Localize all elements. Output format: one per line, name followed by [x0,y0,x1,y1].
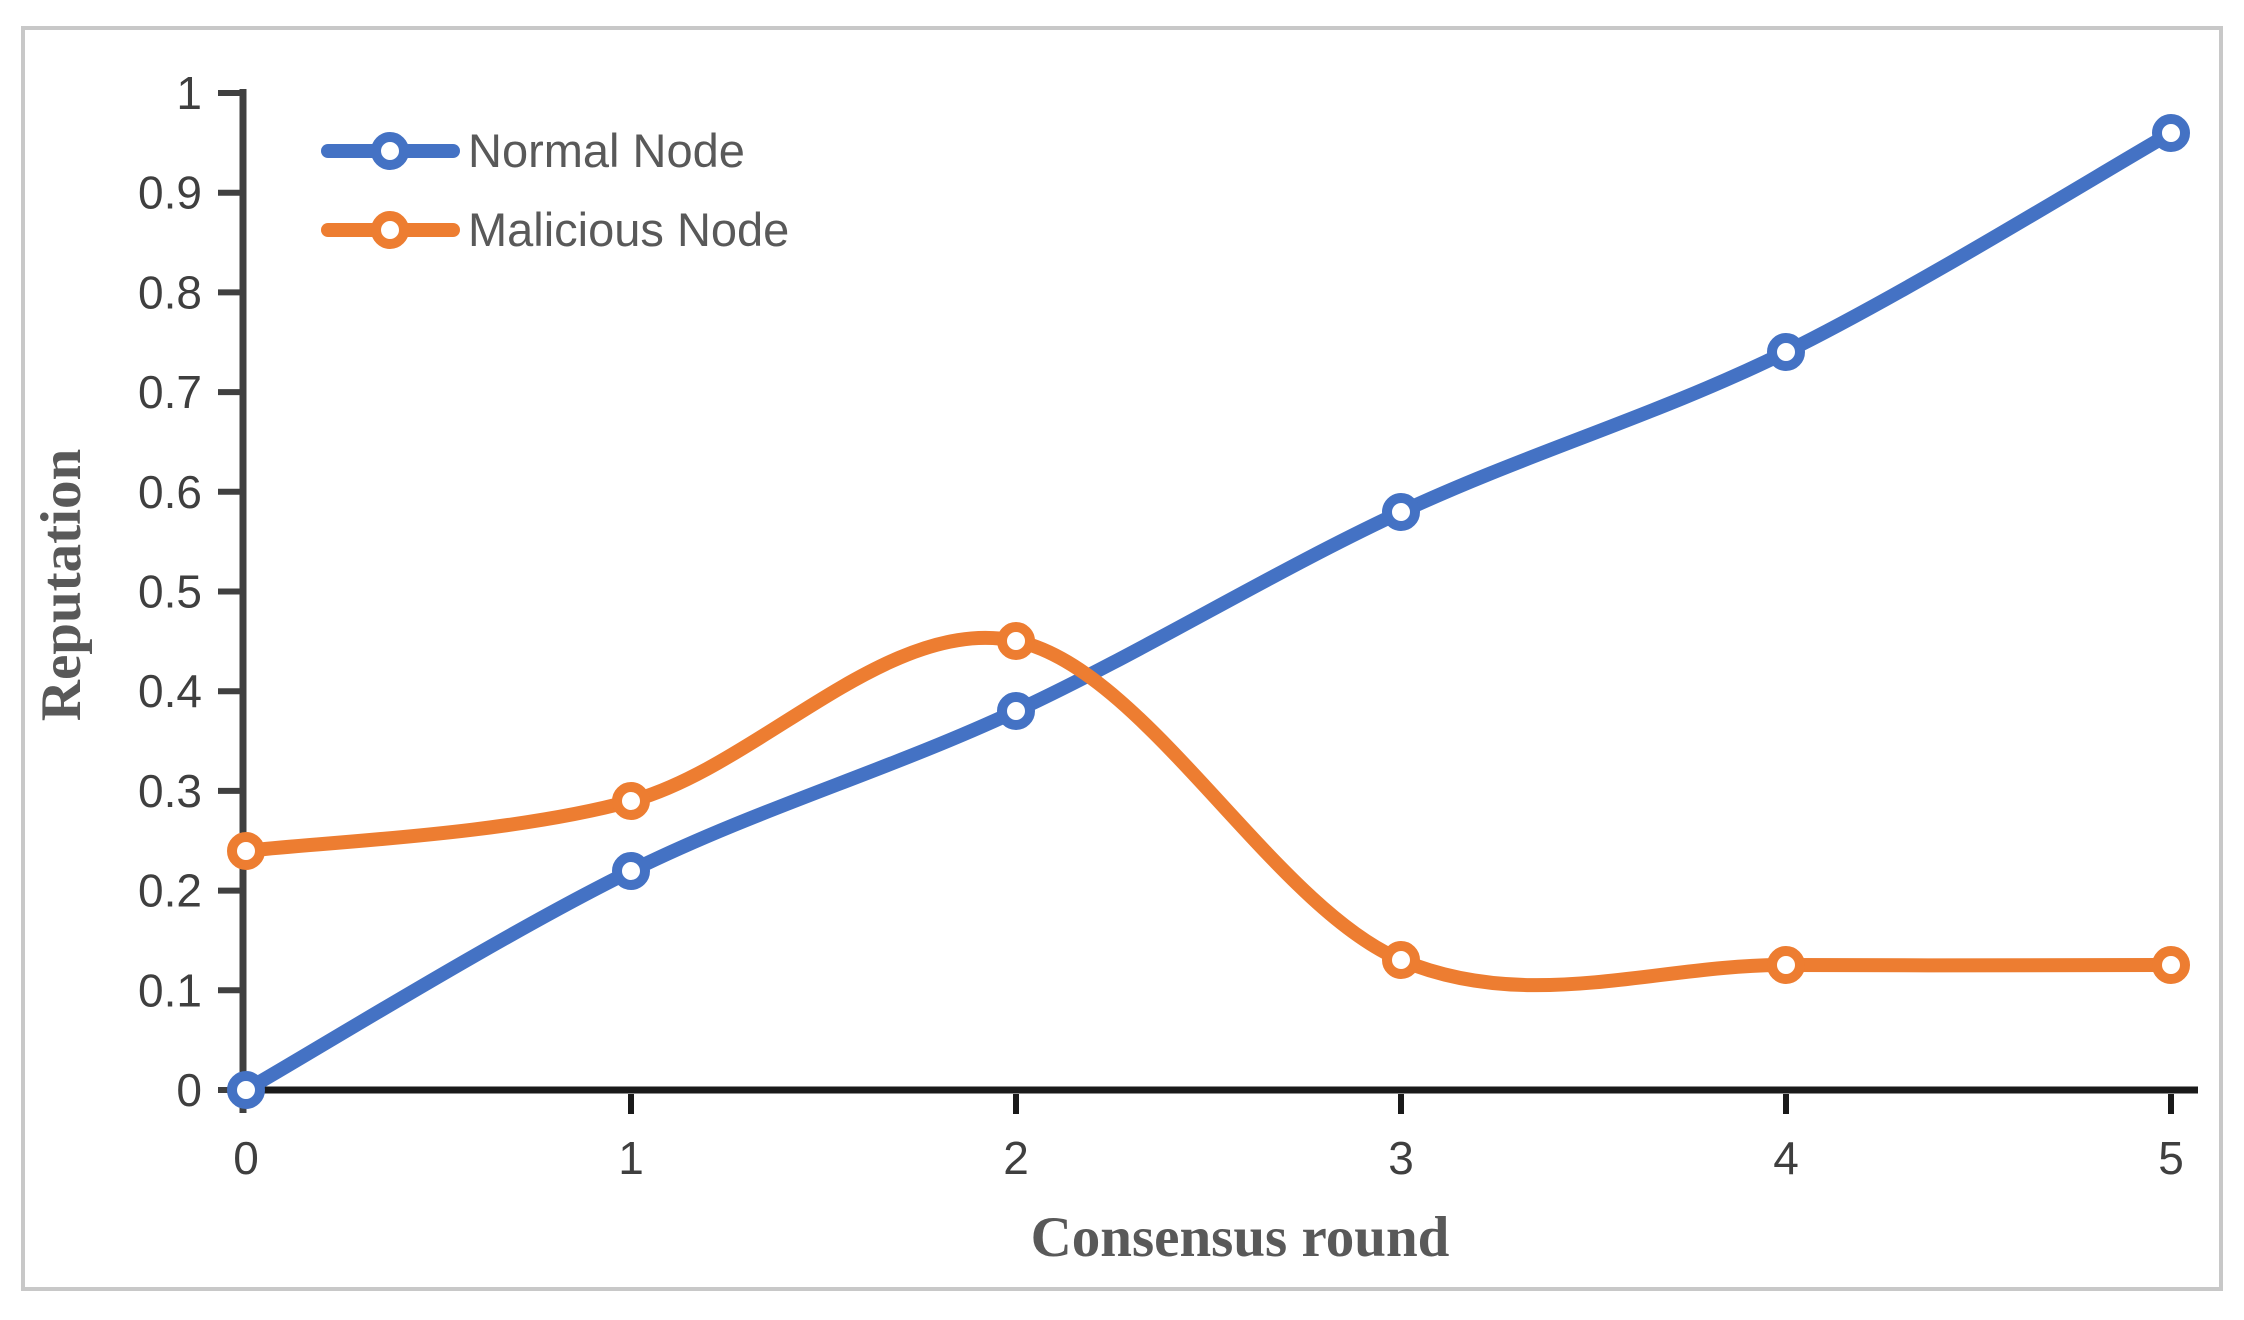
legend-marker [371,132,409,170]
x-tick-label: 1 [618,1132,644,1184]
x-tick-label-group: 0 1 2 3 4 5 [233,1132,2184,1184]
y-tick-label: 0.2 [138,865,202,917]
y-tick-label: 0.4 [138,665,202,717]
y-tick-label: 0.1 [138,964,202,1016]
legend-label: Normal Node [468,124,745,177]
y-tick-label: 0.8 [138,266,202,318]
data-point-marker [612,852,650,890]
y-tick-label: 0.5 [138,566,202,618]
x-tick-label: 5 [2158,1132,2184,1184]
x-tick-label: 0 [233,1132,259,1184]
data-point-marker [997,692,1035,730]
y-axis-title: Reputation [30,449,93,721]
x-axis: 0 1 2 3 4 5 Consensus round [233,1086,2198,1269]
data-point-marker [612,782,650,820]
data-point-marker [1767,333,1805,371]
legend-label: Malicious Node [468,203,789,256]
data-point-marker [227,832,265,870]
data-point-marker [1382,493,1420,531]
y-axis: 0 0.1 0.2 0.3 0.4 0.5 0.6 0.7 0.8 0.9 1 Reputation [30,67,247,1116]
y-tick-group [218,90,243,1093]
y-tick-label: 0.3 [138,765,202,817]
y-tick-label: 0 [176,1064,202,1116]
data-point-marker [2152,946,2190,984]
data-point-marker [2152,114,2190,152]
y-tick-label: 1 [176,67,202,119]
series-line-normal-node [239,126,2178,1097]
y-tick-label-group: 0 0.1 0.2 0.3 0.4 0.5 0.6 0.7 0.8 0.9 1 [138,67,202,1116]
x-axis-title: Consensus round [1031,1206,1450,1269]
data-point-marker [1382,941,1420,979]
data-point-marker [997,622,1035,660]
x-tick-label: 3 [1388,1132,1414,1184]
y-tick-label: 0.9 [138,167,202,219]
series-line-malicious-node [239,630,2178,993]
data-point-marker [227,1071,265,1109]
legend-item-malicious-node: Malicious Node [321,203,789,256]
x-tick-group [628,1094,2174,1114]
legend-item-normal-node: Normal Node [321,124,745,177]
legend-marker [371,211,409,249]
x-tick-label: 4 [1773,1132,1799,1184]
data-point-marker [1767,946,1805,984]
legend: Normal Node Malicious Node [321,124,789,256]
y-tick-label: 0.6 [138,466,202,518]
y-tick-label: 0.7 [138,366,202,418]
figure-border [21,26,2223,1291]
series-layer [227,114,2190,1109]
x-tick-label: 2 [1003,1132,1029,1184]
